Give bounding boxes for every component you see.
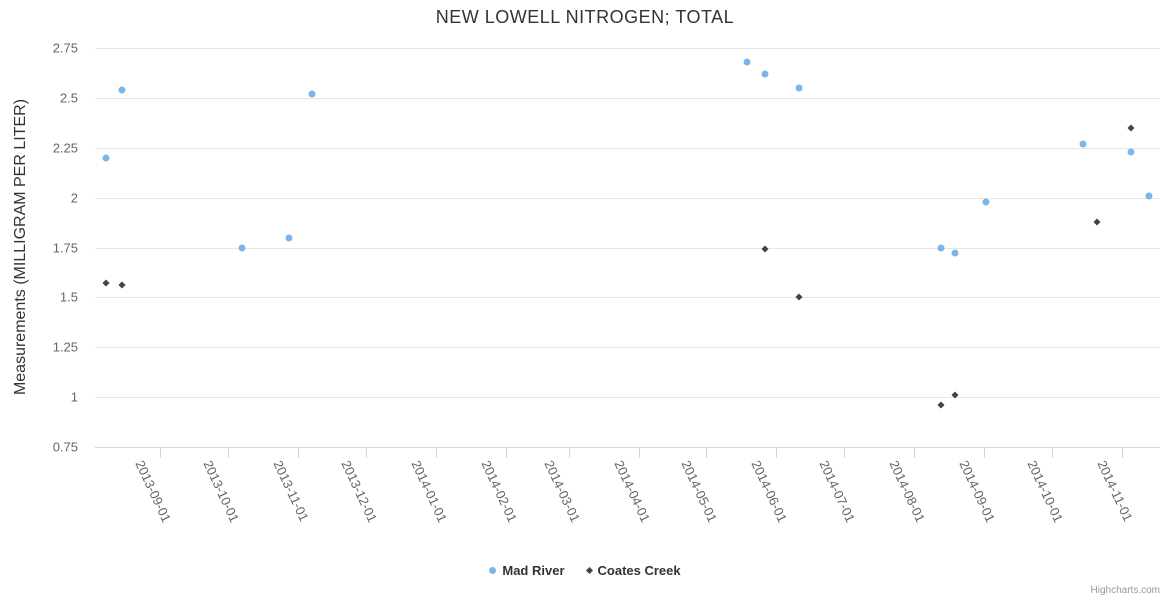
x-axis-label: 2013-11-01 [270, 458, 312, 524]
y-axis-label: 1.25 [52, 339, 78, 355]
x-axis-tick [776, 448, 778, 458]
x-axis-label: 2013-09-01 [132, 458, 175, 525]
data-point-mad-river[interactable] [238, 244, 246, 251]
y-gridline [95, 48, 1160, 49]
x-axis-tick [365, 448, 367, 458]
data-point-mad-river[interactable] [951, 249, 959, 257]
y-gridline [95, 297, 1160, 299]
x-axis-label: 2014-10-01 [1024, 458, 1066, 525]
y-axis-label: 1.5 [59, 289, 78, 305]
data-point-mad-river[interactable] [982, 198, 990, 206]
highcharts-credits-link[interactable]: Highcharts.com [1090, 585, 1160, 596]
x-axis-label: 2013-10-01 [200, 458, 243, 525]
data-point-mad-river[interactable] [1079, 140, 1087, 148]
x-axis-tick [706, 448, 708, 458]
x-axis-label: 2014-04-01 [611, 458, 653, 525]
legend-item-coates-creek[interactable]: Coates Creek [585, 563, 681, 578]
y-axis-label: 2.25 [52, 140, 78, 156]
x-axis-tick [568, 448, 570, 458]
x-axis-label: 2014-03-01 [541, 458, 583, 525]
data-point-mad-river[interactable] [743, 58, 751, 66]
x-axis-tick [160, 448, 162, 458]
data-point-mad-river[interactable] [102, 154, 110, 162]
y-gridline [95, 347, 1160, 349]
x-axis-tick [298, 448, 300, 458]
x-axis-label: 2014-11-01 [1094, 458, 1136, 524]
plot-area [95, 48, 1160, 448]
y-axis-label: 1.75 [52, 240, 78, 255]
x-axis-tick [435, 448, 437, 458]
y-gridline [95, 147, 1160, 149]
x-axis-tick [844, 448, 846, 458]
x-axis-tick [1051, 448, 1053, 458]
y-gridline [95, 397, 1160, 399]
data-point-mad-river[interactable] [308, 90, 316, 98]
y-axis-label: 2 [70, 190, 78, 206]
legend-label-coates-creek: Coates Creek [597, 563, 681, 578]
x-axis-label: 2014-01-01 [408, 458, 450, 525]
x-axis-label: 2014-09-01 [956, 458, 999, 525]
data-point-mad-river[interactable] [1127, 148, 1135, 156]
x-axis-label: 2014-02-01 [478, 458, 520, 525]
x-axis-label: 2014-06-01 [748, 458, 791, 525]
x-axis-tick [1121, 448, 1123, 458]
data-point-mad-river[interactable] [285, 234, 293, 242]
x-axis-tick [505, 448, 507, 458]
x-axis-tick [984, 448, 985, 458]
x-axis-tick [914, 448, 916, 458]
data-point-mad-river[interactable] [937, 244, 945, 251]
legend-item-mad-river[interactable]: Mad River [489, 563, 565, 578]
y-gridline [95, 97, 1160, 99]
x-axis-tick [638, 448, 640, 458]
data-point-mad-river[interactable] [1145, 192, 1153, 200]
x-axis-tick [228, 448, 230, 458]
legend: Mad River Coates Creek [0, 563, 1170, 578]
y-axis-label: 2.75 [52, 40, 78, 56]
y-gridline [95, 197, 1160, 199]
x-axis-label: 2014-08-01 [886, 458, 929, 525]
data-point-mad-river[interactable] [795, 84, 803, 92]
x-axis-label: 2014-05-01 [678, 458, 721, 525]
y-axis-label: 0.75 [52, 439, 78, 455]
data-point-mad-river[interactable] [118, 86, 126, 94]
y-gridline [95, 247, 1160, 249]
mad-river-marker-icon [489, 567, 497, 574]
y-axis-label: 2.5 [59, 90, 78, 106]
data-point-mad-river[interactable] [761, 70, 769, 78]
x-axis-label: 2013-12-01 [338, 458, 380, 525]
y-axis-label: 1 [70, 389, 78, 405]
coates-creek-marker-icon [585, 566, 593, 575]
chart-title: NEW LOWELL NITROGEN; TOTAL [435, 7, 735, 27]
x-axis-label: 2014-07-01 [816, 458, 859, 525]
legend-label-mad-river: Mad River [502, 563, 565, 578]
